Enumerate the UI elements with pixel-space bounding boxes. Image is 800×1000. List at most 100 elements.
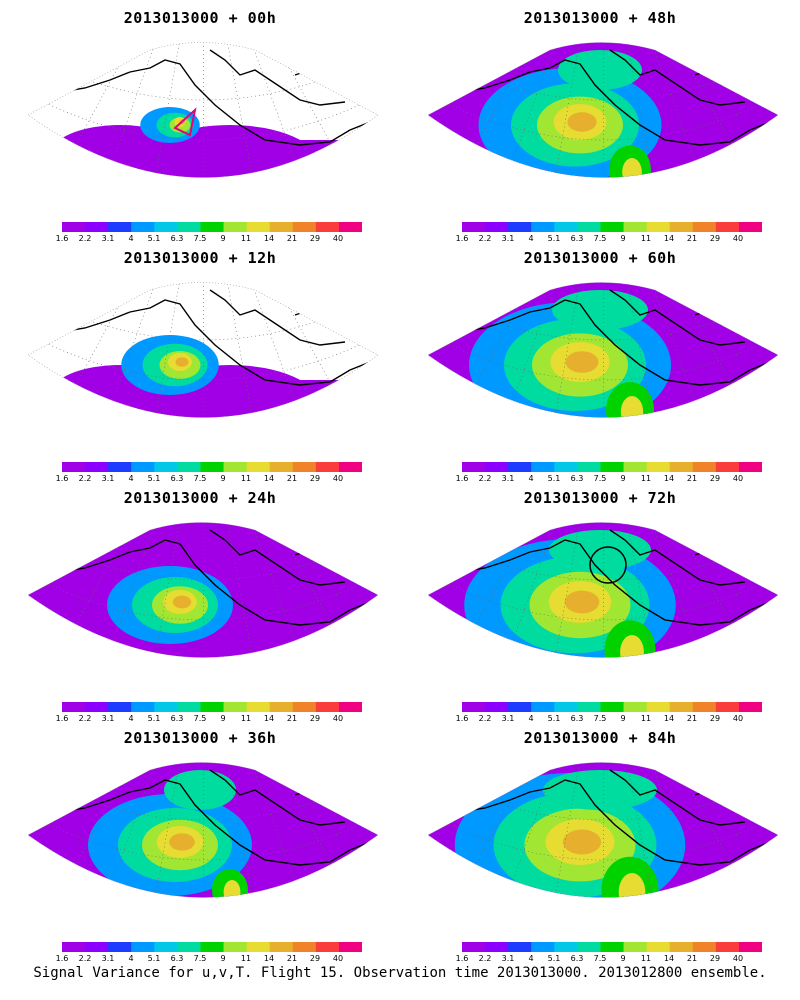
colorbar-level-label: 3.1 [501, 474, 515, 483]
colorbar-swatch [738, 222, 762, 232]
colorbar-level-label: 21 [286, 234, 298, 243]
colorbar-level-label: 2.2 [478, 714, 492, 723]
colorbar-swatch [669, 462, 694, 472]
figure-footer: Signal Variance for u,v,T. Flight 15. Ob… [33, 965, 767, 981]
colorbar-level-label: 6.3 [570, 714, 584, 723]
colorbar-level-label: 2.2 [478, 474, 492, 483]
colorbar-swatch [246, 462, 271, 472]
colorbar-level-label: 14 [663, 954, 675, 963]
colorbar-level-label: 11 [240, 234, 252, 243]
colorbar-level-label: 29 [309, 714, 321, 723]
colorbar-swatch [62, 222, 86, 232]
colorbar-swatch [554, 702, 578, 712]
colorbar-level-label: 7.5 [193, 234, 207, 243]
map-panel: 2013013000 + 00h 1.6 2.2 3.1 4 5.1 6.3 7.5 9 11 14… [0, 0, 400, 250]
colorbar-level-label: 40 [732, 474, 744, 483]
colorbar-level-label: 7.5 [193, 474, 207, 483]
colorbar-swatch [131, 702, 155, 712]
colorbar-labels: 1.6 2.2 3.1 4 5.1 6.3 7.5 9 11 14 21 29 40 [52, 714, 372, 728]
colorbar-swatch [623, 702, 648, 712]
colorbar-level-label: 14 [663, 234, 675, 243]
variance-contour [562, 829, 602, 855]
colorbar-swatch [600, 462, 625, 472]
colorbar-swatch [315, 702, 340, 712]
colorbar-labels: 1.6 2.2 3.1 4 5.1 6.3 7.5 9 11 14 21 29 40 [52, 954, 372, 968]
colorbar-level-label: 7.5 [593, 954, 607, 963]
colorbar-swatch [600, 942, 625, 952]
colorbar-level-label: 6.3 [570, 234, 584, 243]
colorbar-swatch [554, 942, 578, 952]
variance-map [427, 762, 779, 898]
colorbar-level-label: 14 [663, 714, 675, 723]
colorbar-swatch [315, 462, 340, 472]
colorbar-swatch [531, 942, 555, 952]
colorbar [62, 222, 362, 232]
graticule [428, 522, 778, 658]
colorbar-swatch [462, 222, 486, 232]
colorbar-swatch [669, 222, 694, 232]
colorbar-swatch [292, 702, 317, 712]
target-circle [589, 546, 627, 584]
colorbar-swatch [62, 702, 86, 712]
colorbar-swatch [669, 702, 694, 712]
colorbar-swatch [646, 462, 671, 472]
variance-map [27, 42, 379, 178]
panel-title: 2013013000 + 12h [123, 249, 277, 267]
colorbar-swatch [85, 462, 109, 472]
colorbar-level-label: 4 [128, 954, 134, 963]
colorbar-swatch [738, 942, 762, 952]
colorbar-swatch [131, 942, 155, 952]
colorbar-level-label: 21 [286, 954, 298, 963]
colorbar-level-label: 1.6 [55, 234, 69, 243]
colorbar-level-label: 9 [220, 234, 226, 243]
colorbar-level-label: 21 [686, 954, 698, 963]
colorbar-swatch [223, 462, 248, 472]
colorbar-swatch [246, 942, 271, 952]
colorbar-swatch [508, 222, 532, 232]
colorbar-swatch [85, 222, 109, 232]
colorbar-level-label: 2.2 [78, 474, 92, 483]
graticule [28, 282, 378, 418]
colorbar-swatch [692, 462, 717, 472]
colorbar [62, 702, 362, 712]
colorbar-swatch [577, 462, 601, 472]
variance-contour [565, 351, 599, 373]
colorbar-level-label: 29 [709, 234, 721, 243]
colorbar-level-label: 5.1 [547, 234, 561, 243]
colorbar-swatch [554, 462, 578, 472]
map-panel: 2013013000 + 84h 1.6 2.2 3.1 4 5.1 6.3 7.5 9 11 14… [400, 720, 800, 970]
colorbar-swatch [246, 702, 271, 712]
map-panel: 2013013000 + 36h 1.6 2.2 3.1 4 5.1 6.3 7.5 9 11 14… [0, 720, 400, 970]
graticule [428, 282, 778, 418]
colorbar-swatch [692, 702, 717, 712]
variance-map [427, 282, 779, 418]
colorbar-swatch [85, 942, 109, 952]
colorbar-level-label: 29 [709, 474, 721, 483]
colorbar-swatch [508, 462, 532, 472]
colorbar-swatch [269, 942, 294, 952]
colorbar-level-label: 14 [263, 474, 275, 483]
colorbar-swatch [531, 462, 555, 472]
colorbar-swatch [108, 222, 132, 232]
colorbar-level-label: 9 [620, 714, 626, 723]
colorbar-swatch [108, 942, 132, 952]
colorbar-level-label: 29 [309, 474, 321, 483]
graticule [28, 42, 378, 178]
colorbar-level-label: 6.3 [170, 474, 184, 483]
colorbar-swatch [462, 942, 486, 952]
colorbar-level-label: 40 [332, 714, 344, 723]
colorbar-level-label: 3.1 [501, 234, 515, 243]
variance-contour [564, 590, 600, 614]
colorbar-level-label: 5.1 [547, 714, 561, 723]
colorbar-swatch [154, 702, 178, 712]
colorbar-level-label: 4 [128, 234, 134, 243]
colorbar-level-label: 5.1 [547, 474, 561, 483]
colorbar-level-label: 7.5 [593, 714, 607, 723]
colorbar-swatch [108, 702, 132, 712]
colorbar-level-label: 11 [240, 954, 252, 963]
colorbar-swatch [338, 222, 362, 232]
colorbar-swatch [131, 222, 155, 232]
colorbar-level-label: 7.5 [193, 954, 207, 963]
colorbar-swatch [269, 222, 294, 232]
colorbar-swatch [338, 462, 362, 472]
